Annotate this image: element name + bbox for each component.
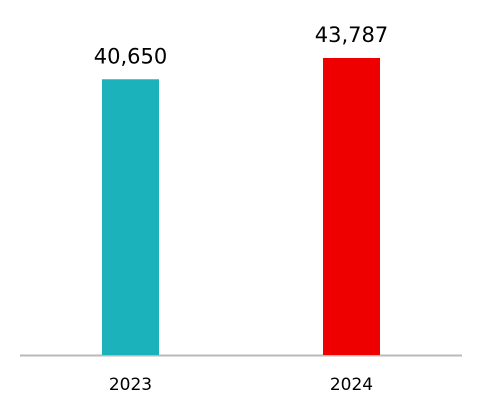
bar: [323, 58, 380, 355]
bar: [102, 79, 159, 355]
value-label: 40,650: [94, 44, 167, 68]
value-label: 43,787: [315, 23, 388, 47]
x-tick-label: 2023: [109, 375, 152, 395]
x-tick-label: 2024: [330, 375, 373, 395]
